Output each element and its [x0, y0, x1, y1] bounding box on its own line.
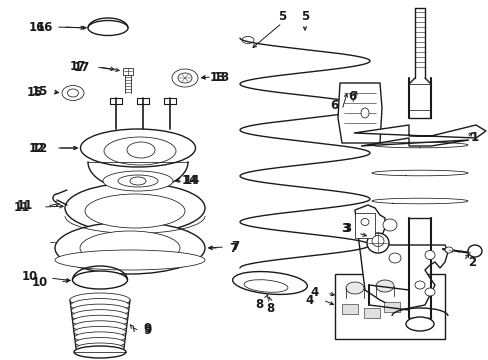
Ellipse shape — [67, 89, 79, 97]
Ellipse shape — [74, 326, 126, 338]
Ellipse shape — [382, 219, 396, 231]
Polygon shape — [360, 138, 468, 146]
Ellipse shape — [85, 194, 184, 228]
Text: 15: 15 — [32, 85, 48, 98]
Text: 1: 1 — [470, 131, 478, 144]
Text: 7: 7 — [230, 240, 239, 253]
Text: 2: 2 — [467, 256, 475, 269]
Bar — [354, 213, 374, 238]
Ellipse shape — [72, 271, 127, 289]
Ellipse shape — [244, 280, 287, 292]
Text: 4: 4 — [310, 287, 319, 300]
Text: 15: 15 — [27, 86, 43, 99]
Ellipse shape — [65, 183, 204, 233]
Text: 17: 17 — [74, 60, 90, 73]
Ellipse shape — [55, 222, 204, 274]
Text: 13: 13 — [209, 71, 225, 84]
Ellipse shape — [360, 108, 368, 118]
Ellipse shape — [371, 235, 383, 247]
Ellipse shape — [81, 129, 195, 167]
Text: 3: 3 — [340, 221, 348, 234]
Ellipse shape — [74, 346, 126, 358]
Ellipse shape — [104, 137, 176, 165]
Text: 8: 8 — [265, 302, 274, 315]
Ellipse shape — [366, 233, 388, 253]
Ellipse shape — [55, 250, 204, 270]
Text: 4: 4 — [305, 293, 313, 306]
Bar — [334, 274, 444, 339]
Text: 16: 16 — [29, 21, 45, 33]
Ellipse shape — [75, 332, 125, 343]
Ellipse shape — [62, 86, 84, 100]
Polygon shape — [353, 125, 485, 138]
Text: 12: 12 — [32, 141, 48, 154]
Text: 16: 16 — [37, 21, 53, 33]
Ellipse shape — [375, 280, 393, 292]
Ellipse shape — [127, 142, 155, 158]
Text: 5: 5 — [300, 9, 308, 23]
Text: 6: 6 — [329, 99, 337, 112]
Ellipse shape — [467, 245, 481, 257]
Polygon shape — [354, 205, 447, 310]
Ellipse shape — [232, 271, 307, 294]
Ellipse shape — [424, 251, 434, 260]
Ellipse shape — [72, 310, 128, 322]
Ellipse shape — [405, 317, 433, 331]
Ellipse shape — [130, 177, 146, 185]
Ellipse shape — [346, 282, 363, 294]
Ellipse shape — [71, 304, 128, 317]
Bar — [363, 308, 379, 318]
Bar — [123, 68, 133, 75]
Text: 12: 12 — [29, 141, 45, 154]
Text: 10: 10 — [22, 270, 38, 284]
Ellipse shape — [73, 321, 126, 333]
Polygon shape — [337, 83, 381, 143]
Ellipse shape — [75, 337, 124, 348]
Ellipse shape — [88, 21, 128, 36]
Ellipse shape — [80, 231, 180, 265]
Text: 6: 6 — [347, 90, 355, 103]
Text: 9: 9 — [143, 321, 152, 334]
Text: 13: 13 — [213, 71, 230, 84]
Ellipse shape — [70, 293, 130, 307]
Text: 11: 11 — [14, 201, 30, 213]
Ellipse shape — [76, 343, 124, 353]
Text: 7: 7 — [228, 242, 237, 255]
Ellipse shape — [71, 298, 129, 312]
Ellipse shape — [414, 281, 424, 289]
Text: 14: 14 — [182, 174, 198, 186]
Text: 3: 3 — [342, 221, 350, 234]
Text: 8: 8 — [254, 298, 263, 311]
Text: 11: 11 — [17, 198, 33, 212]
Ellipse shape — [73, 315, 127, 328]
Ellipse shape — [444, 247, 452, 253]
Ellipse shape — [424, 288, 434, 296]
Text: 17: 17 — [70, 59, 86, 72]
Bar — [341, 304, 357, 314]
Ellipse shape — [103, 171, 173, 191]
Text: 10: 10 — [32, 275, 48, 288]
Text: 5: 5 — [277, 9, 285, 23]
Ellipse shape — [360, 219, 368, 225]
Bar — [383, 302, 399, 312]
Ellipse shape — [118, 175, 158, 187]
Ellipse shape — [172, 69, 198, 87]
Ellipse shape — [242, 36, 253, 44]
Text: 9: 9 — [143, 324, 152, 337]
Ellipse shape — [388, 253, 400, 263]
Text: 14: 14 — [183, 174, 200, 186]
Ellipse shape — [178, 73, 192, 83]
